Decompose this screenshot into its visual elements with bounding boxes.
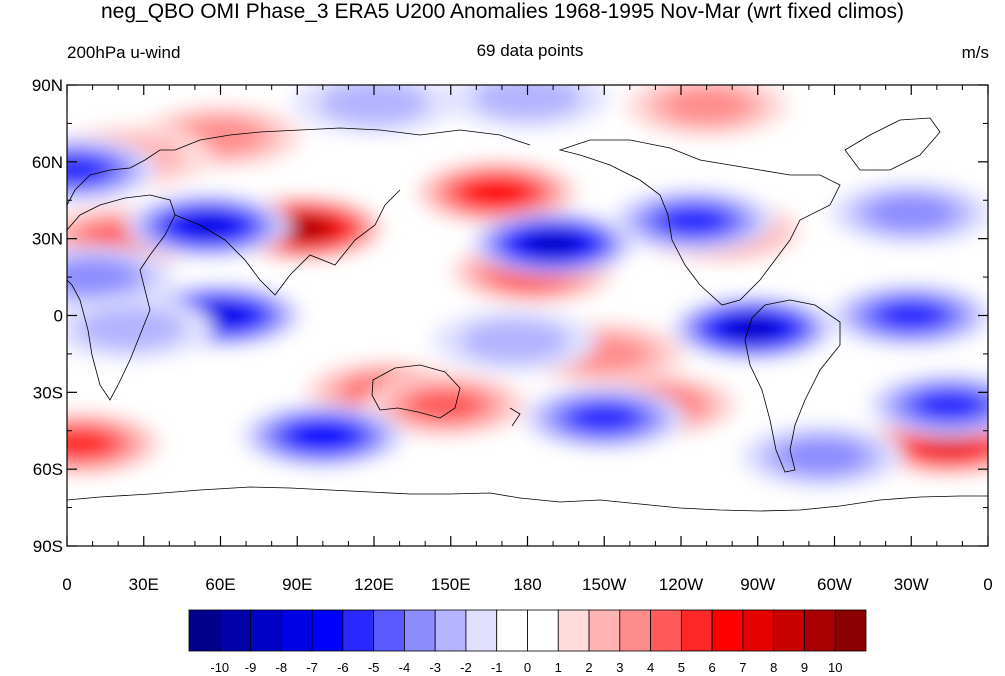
colorbar-swatch <box>434 609 467 652</box>
colorbar-label: 9 <box>801 660 808 675</box>
colorbar-swatch <box>219 609 251 652</box>
left-string: 200hPa u-wind <box>67 43 181 62</box>
colorbar-label: 5 <box>678 660 685 675</box>
colorbar-label: 2 <box>585 660 592 675</box>
colorbar-swatch <box>557 609 590 652</box>
anomaly-blob <box>67 137 157 202</box>
x-tick-label: 150E <box>431 575 471 594</box>
colorbar-label: -7 <box>306 660 318 675</box>
colorbar-swatch <box>773 609 805 652</box>
plot-title: neg_QBO OMI Phase_3 ERA5 U200 Anomalies … <box>100 0 905 23</box>
colorbar-swatch <box>834 609 867 652</box>
colorbar-label: -10 <box>210 660 229 675</box>
anomaly-blob <box>739 424 904 489</box>
colorbar-swatch <box>804 609 836 652</box>
x-tick-label: 0 <box>983 575 992 594</box>
colorbar-swatch <box>496 609 528 652</box>
anomaly-blob <box>292 85 456 135</box>
y-tick-label: 0 <box>54 307 63 326</box>
x-tick-label: 30W <box>894 575 929 594</box>
colorbar-label: 10 <box>828 660 842 675</box>
anomaly-blob <box>829 181 988 246</box>
colorbar-label: 7 <box>739 660 746 675</box>
colorbar-swatch <box>650 609 682 652</box>
colorbar-swatch <box>742 609 775 652</box>
anomaly-blob <box>471 211 636 276</box>
y-tick-label: 30S <box>33 383 63 402</box>
x-tick-label: 120W <box>659 575 703 594</box>
colorbar-label: -4 <box>399 660 411 675</box>
anomaly-blob <box>670 296 835 361</box>
anomaly-blob <box>432 309 597 374</box>
anomaly-blob <box>240 403 405 468</box>
anomaly-blob <box>414 160 579 225</box>
units-label: m/s <box>961 43 989 62</box>
colorbar-swatch <box>680 609 713 652</box>
colorbar-label: -1 <box>491 660 503 675</box>
x-tick-label: 60W <box>817 575 852 594</box>
colorbar-label: 6 <box>709 660 716 675</box>
anomaly-blob <box>829 283 988 348</box>
anomaly-blob <box>624 85 789 138</box>
y-tick-label: 90S <box>33 537 63 556</box>
axes: 90N 60N 30N 0 30S 60S 90S 0 30E 60E 90E 120E 150E 180… <box>32 76 993 594</box>
colorbar-swatch <box>711 609 744 652</box>
x-tick-label: 90W <box>740 575 775 594</box>
x-tick-label: 90E <box>282 575 312 594</box>
coastlines <box>67 117 988 512</box>
colorbar-label: 8 <box>770 660 777 675</box>
colorbar-swatch <box>280 609 313 652</box>
colorbar-swatch <box>373 609 405 652</box>
colorbar-label: 3 <box>616 660 623 675</box>
y-tick-label: 60N <box>32 153 63 172</box>
anomaly-blob <box>522 385 687 450</box>
colorbar-swatch <box>588 609 621 652</box>
anomaly-blob <box>67 296 213 361</box>
anomaly-blob <box>67 411 162 476</box>
colorbar-swatch <box>342 609 375 652</box>
center-string: 69 data points <box>476 41 584 60</box>
y-tick-label: 90N <box>32 76 63 95</box>
anomaly-blob <box>445 85 610 130</box>
colorbar-swatch <box>527 609 559 652</box>
colorbar-swatch <box>311 609 344 652</box>
colorbar-label: -3 <box>429 660 441 675</box>
colorbar-label: 1 <box>555 660 562 675</box>
x-tick-label: 60E <box>205 575 235 594</box>
y-tick-label: 60S <box>33 460 63 479</box>
x-tick-label: 150W <box>582 575 626 594</box>
x-tick-label: 0 <box>62 575 71 594</box>
colorbar-swatch <box>188 609 221 652</box>
x-tick-label: 180 <box>513 575 541 594</box>
x-tick-label: 120E <box>354 575 394 594</box>
anomaly-field <box>67 85 988 489</box>
anomaly-blob <box>611 188 776 253</box>
colorbar-label: -9 <box>245 660 257 675</box>
colorbar-swatch <box>250 609 282 652</box>
anomaly-blob <box>67 245 175 310</box>
colorbar-label: -2 <box>460 660 472 675</box>
x-tick-label: 30E <box>129 575 159 594</box>
anomaly-blob <box>125 193 290 258</box>
colorbar-swatch <box>465 609 498 652</box>
colorbar-swatch <box>404 609 436 652</box>
colorbar-label: -5 <box>368 660 380 675</box>
anomaly-blob <box>867 373 988 438</box>
colorbar-label: 0 <box>524 660 531 675</box>
colorbar-label: -6 <box>337 660 349 675</box>
colorbar-label: 4 <box>647 660 654 675</box>
colorbar-swatch <box>619 609 651 652</box>
colorbar: -10 -9 -8 -7 -6 -5 -4 -3 -2 -1 0 1 2 3 4 5 6 7 8 9 10 <box>188 609 867 675</box>
anomaly-blob <box>363 373 528 438</box>
colorbar-label: -8 <box>276 660 288 675</box>
y-tick-label: 30N <box>32 230 63 249</box>
